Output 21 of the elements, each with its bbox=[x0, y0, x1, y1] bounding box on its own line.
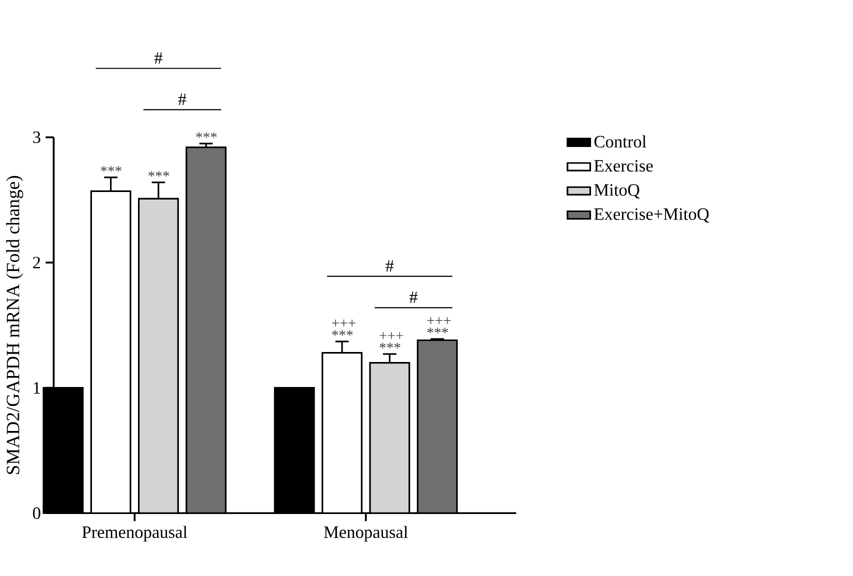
data-label: *** bbox=[148, 171, 170, 177]
x-tick-label: Premenopausal bbox=[82, 526, 188, 542]
text: # bbox=[154, 52, 162, 64]
data-label: *** bbox=[100, 166, 122, 172]
y-axis-title: SMAD2/GAPDH mRNA (Fold change) bbox=[6, 176, 24, 474]
legend-label: Control bbox=[594, 135, 646, 148]
legend-label: MitoQ bbox=[594, 184, 640, 199]
legend-label: Exercise bbox=[594, 160, 653, 172]
y-tick-label: 3 bbox=[33, 132, 40, 144]
legend-label: Exercise+MitoQ bbox=[594, 208, 710, 223]
y-tick-label: 2 bbox=[33, 256, 40, 268]
data-label: +++ *** bbox=[332, 320, 356, 336]
data-label: +++ *** bbox=[380, 332, 404, 348]
x-tick-label: Menopausal bbox=[324, 526, 408, 542]
text: # bbox=[178, 94, 186, 106]
data-label: +++ *** bbox=[427, 317, 451, 334]
data-label: *** bbox=[196, 132, 217, 138]
y-tick-label: 1 bbox=[34, 382, 40, 394]
annotation: # bbox=[409, 292, 418, 304]
annotation: # bbox=[386, 260, 394, 272]
y-tick-label: 0 bbox=[32, 507, 40, 520]
